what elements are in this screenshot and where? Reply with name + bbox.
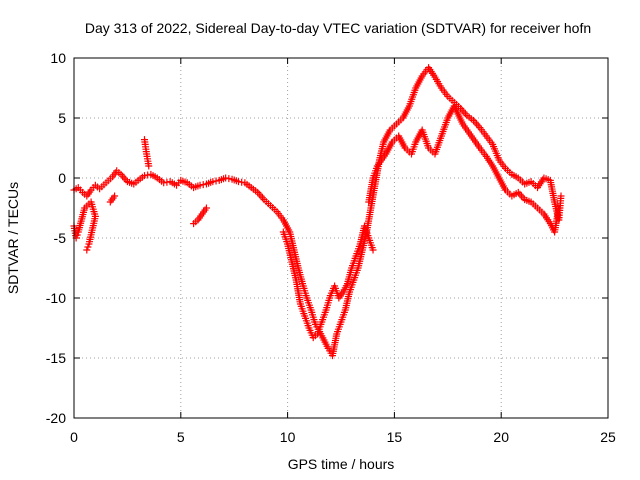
x-tick-label: 20 <box>493 429 509 445</box>
data-point-marker <box>555 204 563 212</box>
chart-title: Day 313 of 2022, Sidereal Day-to-day VTE… <box>85 20 591 36</box>
data-point-marker <box>119 172 127 180</box>
y-tick-label: 10 <box>50 50 66 66</box>
y-tick-label: 5 <box>58 110 66 126</box>
y-tick-label: -10 <box>46 290 66 306</box>
data-point-marker <box>120 174 128 182</box>
x-tick-label: 0 <box>70 429 78 445</box>
data-point-marker <box>73 231 81 239</box>
data-point-marker <box>84 243 92 251</box>
data-point-marker <box>474 122 482 130</box>
data-point-marker <box>471 118 479 126</box>
y-tick-label: -20 <box>46 410 66 426</box>
data-points <box>70 64 565 360</box>
data-point-marker <box>369 246 377 254</box>
data-point-marker <box>557 192 565 200</box>
data-point-marker <box>259 194 267 202</box>
x-tick-label: 10 <box>280 429 296 445</box>
data-point-marker <box>458 106 466 114</box>
data-point-marker <box>257 192 265 200</box>
data-point-marker <box>83 246 91 254</box>
x-tick-label: 25 <box>600 429 616 445</box>
data-point-marker <box>202 204 210 212</box>
y-tick-label: -5 <box>54 230 67 246</box>
x-axis-label: GPS time / hours <box>288 456 395 472</box>
y-tick-label: 0 <box>58 170 66 186</box>
data-point-marker <box>516 190 524 198</box>
data-point-marker <box>473 120 481 128</box>
x-tick-label: 15 <box>387 429 403 445</box>
y-tick-label: -15 <box>46 350 66 366</box>
axis-ticks: 0 5 10 15 20 25 -20 -15 -10 -5 0 5 10 <box>46 50 616 445</box>
x-tick-label: 5 <box>177 429 185 445</box>
data-point-marker <box>255 190 263 198</box>
data-point-marker <box>111 192 119 200</box>
plot-frame <box>73 57 609 419</box>
data-point-marker <box>85 240 93 248</box>
y-axis-label: SDTVAR / TECUs <box>5 182 21 294</box>
data-point-marker <box>145 162 153 170</box>
grid <box>74 58 608 418</box>
data-point-marker <box>461 110 469 118</box>
